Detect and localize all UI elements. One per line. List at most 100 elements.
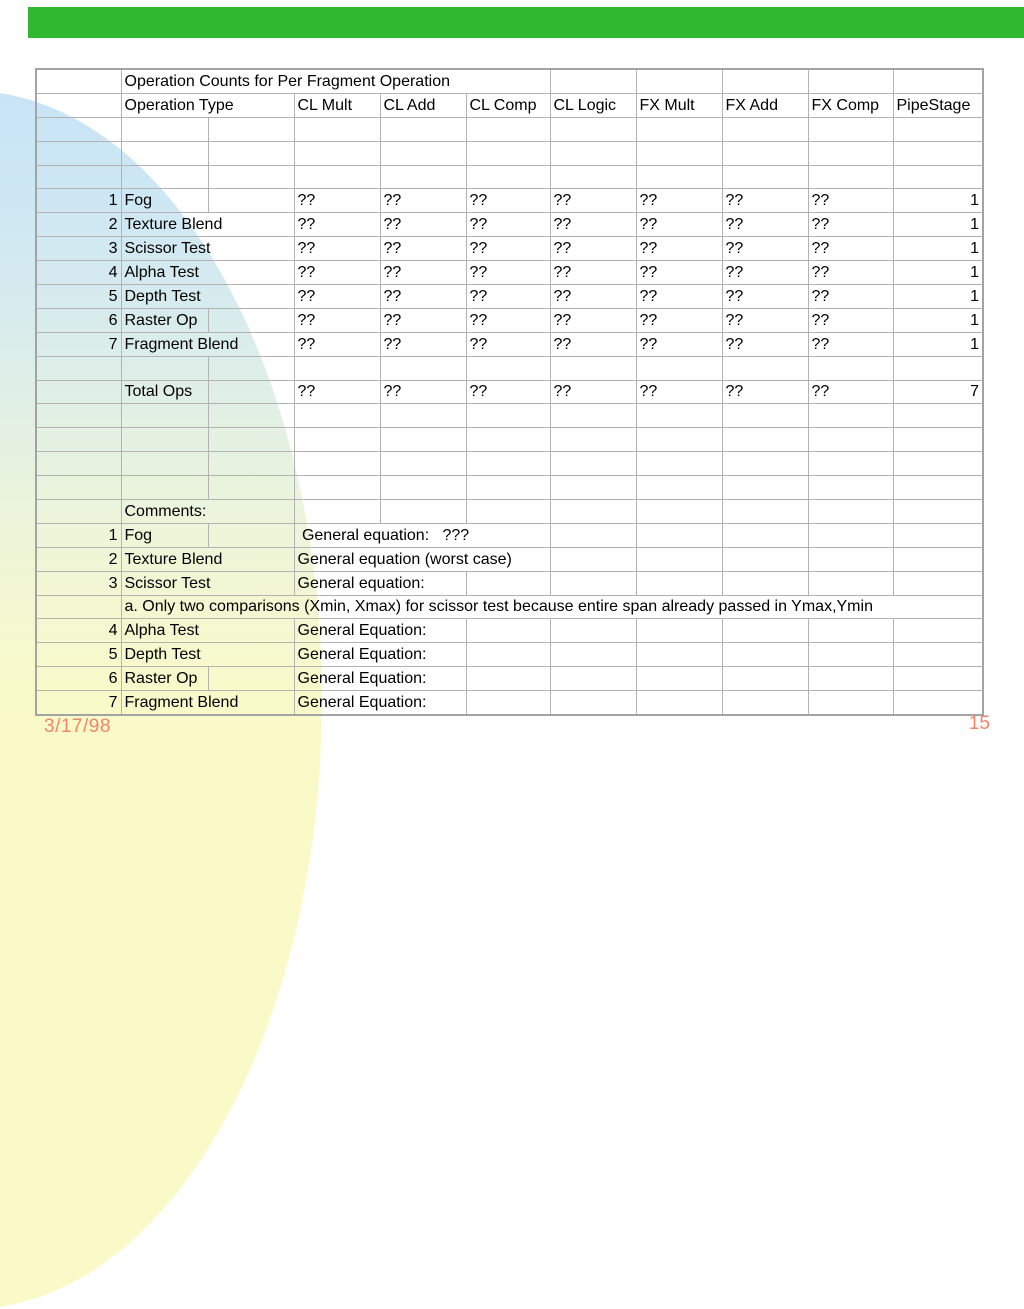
operation-name-cell: Fog <box>120 522 209 548</box>
pipestage-cell: 1 <box>892 236 984 262</box>
row-number-cell <box>35 499 122 524</box>
op-count-cell: ?? <box>379 236 467 262</box>
operation-name-cell: Fog <box>120 188 209 214</box>
row-number-cell: 4 <box>35 260 122 286</box>
op-count-cell: ?? <box>721 212 809 238</box>
table-row: Operation Counts for Per Fragment Operat… <box>35 68 984 94</box>
comment-cell: General equation: ??? <box>293 522 551 548</box>
empty-row <box>35 140 984 166</box>
note-row: a. Only two comparisons (Xmin, Xmax) for… <box>35 594 984 620</box>
scissor-note-cell: a. Only two comparisons (Xmin, Xmax) for… <box>120 594 984 620</box>
pipestage-total-cell: 7 <box>892 379 984 405</box>
empty-row <box>35 355 984 381</box>
op-count-cell: ?? <box>721 379 809 405</box>
operation-name-cell: Depth Test <box>120 284 295 309</box>
operation-name-cell: Fragment Blend <box>120 331 295 357</box>
op-count-cell: ?? <box>807 188 894 214</box>
op-count-cell: ?? <box>807 331 894 357</box>
comments-header-cell: Comments: <box>120 499 295 524</box>
op-count-cell: ?? <box>549 260 637 286</box>
op-count-cell: ?? <box>635 188 723 214</box>
table-title: Operation Counts for Per Fragment Operat… <box>120 68 551 94</box>
op-count-cell: ?? <box>465 260 551 286</box>
op-count-cell: ?? <box>721 307 809 333</box>
table-row: 6 Raster Op ?? ?? ?? ?? ?? ?? ?? 1 <box>35 307 984 333</box>
op-count-cell: ?? <box>635 307 723 333</box>
op-count-cell: ?? <box>635 236 723 262</box>
row-number-cell: 1 <box>35 188 122 214</box>
total-row: Total Ops ?? ?? ?? ?? ?? ?? ?? 7 <box>35 379 984 405</box>
op-count-cell: ?? <box>293 331 381 357</box>
row-number-cell <box>35 92 122 118</box>
op-count-cell: ?? <box>379 307 467 333</box>
col-header: FX Comp <box>807 92 894 118</box>
top-accent-bar <box>28 7 1024 38</box>
op-count-cell: ?? <box>807 379 894 405</box>
col-header: CL Logic <box>549 92 637 118</box>
empty-row <box>35 116 984 142</box>
op-count-cell: ?? <box>549 236 637 262</box>
empty-row <box>35 475 984 501</box>
table-row: 4 Alpha Test ?? ?? ?? ?? ?? ?? ?? 1 <box>35 260 984 286</box>
comment-cell: General Equation: <box>293 666 467 692</box>
comment-row: 1 Fog General equation: ??? <box>35 522 984 548</box>
op-count-cell: ?? <box>721 236 809 262</box>
op-count-cell: ?? <box>721 284 809 309</box>
op-count-cell: ?? <box>465 188 551 214</box>
col-header: PipeStage <box>892 92 984 118</box>
row-number-cell: 1 <box>35 522 122 548</box>
op-count-cell: ?? <box>465 284 551 309</box>
row-number-cell: 5 <box>35 284 122 309</box>
pipestage-cell: 1 <box>892 212 984 238</box>
comment-row: 6 Raster Op General Equation: <box>35 666 984 692</box>
row-number-cell: 4 <box>35 618 122 644</box>
table-row: 2 Texture Blend ?? ?? ?? ?? ?? ?? ?? 1 <box>35 212 984 238</box>
operations-table: Operation Counts for Per Fragment Operat… <box>35 68 984 717</box>
row-number-cell: 5 <box>35 642 122 668</box>
pipestage-cell: 1 <box>892 307 984 333</box>
operation-name-cell: Texture Blend <box>120 546 295 572</box>
op-count-cell: ?? <box>293 236 381 262</box>
operation-name-cell: Alpha Test <box>120 260 295 286</box>
row-number-cell <box>35 68 122 94</box>
col-header: CL Add <box>379 92 467 118</box>
col-header-operation-type: Operation Type <box>120 92 295 118</box>
op-count-cell: ?? <box>465 379 551 405</box>
col-header: FX Add <box>721 92 809 118</box>
op-count-cell: ?? <box>635 284 723 309</box>
operation-name-cell: Texture Blend <box>120 212 295 238</box>
op-count-cell: ?? <box>549 284 637 309</box>
op-count-cell: ?? <box>465 236 551 262</box>
op-count-cell: ?? <box>549 188 637 214</box>
op-count-cell: ?? <box>293 284 381 309</box>
comment-cell: General Equation: <box>293 642 467 668</box>
slide-page-number: 15 <box>968 713 990 734</box>
comment-row: 4 Alpha Test General Equation: <box>35 618 984 644</box>
empty-row <box>35 403 984 429</box>
op-count-cell: ?? <box>379 379 467 405</box>
op-count-cell: ?? <box>379 331 467 357</box>
table-row: 7 Fragment Blend ?? ?? ?? ?? ?? ?? ?? 1 <box>35 331 984 357</box>
empty-row <box>35 164 984 190</box>
operation-name-cell: Raster Op <box>120 666 209 692</box>
pipestage-cell: 1 <box>892 188 984 214</box>
op-count-cell: ?? <box>635 260 723 286</box>
comment-cell: General equation: <box>293 570 467 596</box>
op-count-cell: ?? <box>293 212 381 238</box>
pipestage-cell: 1 <box>892 260 984 286</box>
table-row: 3 Scissor Test ?? ?? ?? ?? ?? ?? ?? 1 <box>35 236 984 262</box>
comment-cell: General Equation: <box>293 690 467 716</box>
op-count-cell: ?? <box>721 331 809 357</box>
row-number-cell <box>35 379 122 405</box>
op-count-cell: ?? <box>293 188 381 214</box>
empty-row <box>35 451 984 477</box>
table-row: 5 Depth Test ?? ?? ?? ?? ?? ?? ?? 1 <box>35 284 984 309</box>
total-label-cell: Total Ops <box>120 379 209 405</box>
op-count-cell: ?? <box>379 188 467 214</box>
comments-header-row: Comments: <box>35 499 984 524</box>
op-count-cell: ?? <box>635 379 723 405</box>
operation-name-cell: Depth Test <box>120 642 295 668</box>
comment-row: 2 Texture Blend General equation (worst … <box>35 546 984 572</box>
op-count-cell: ?? <box>807 284 894 309</box>
operation-name-cell: Scissor Test <box>120 236 295 262</box>
